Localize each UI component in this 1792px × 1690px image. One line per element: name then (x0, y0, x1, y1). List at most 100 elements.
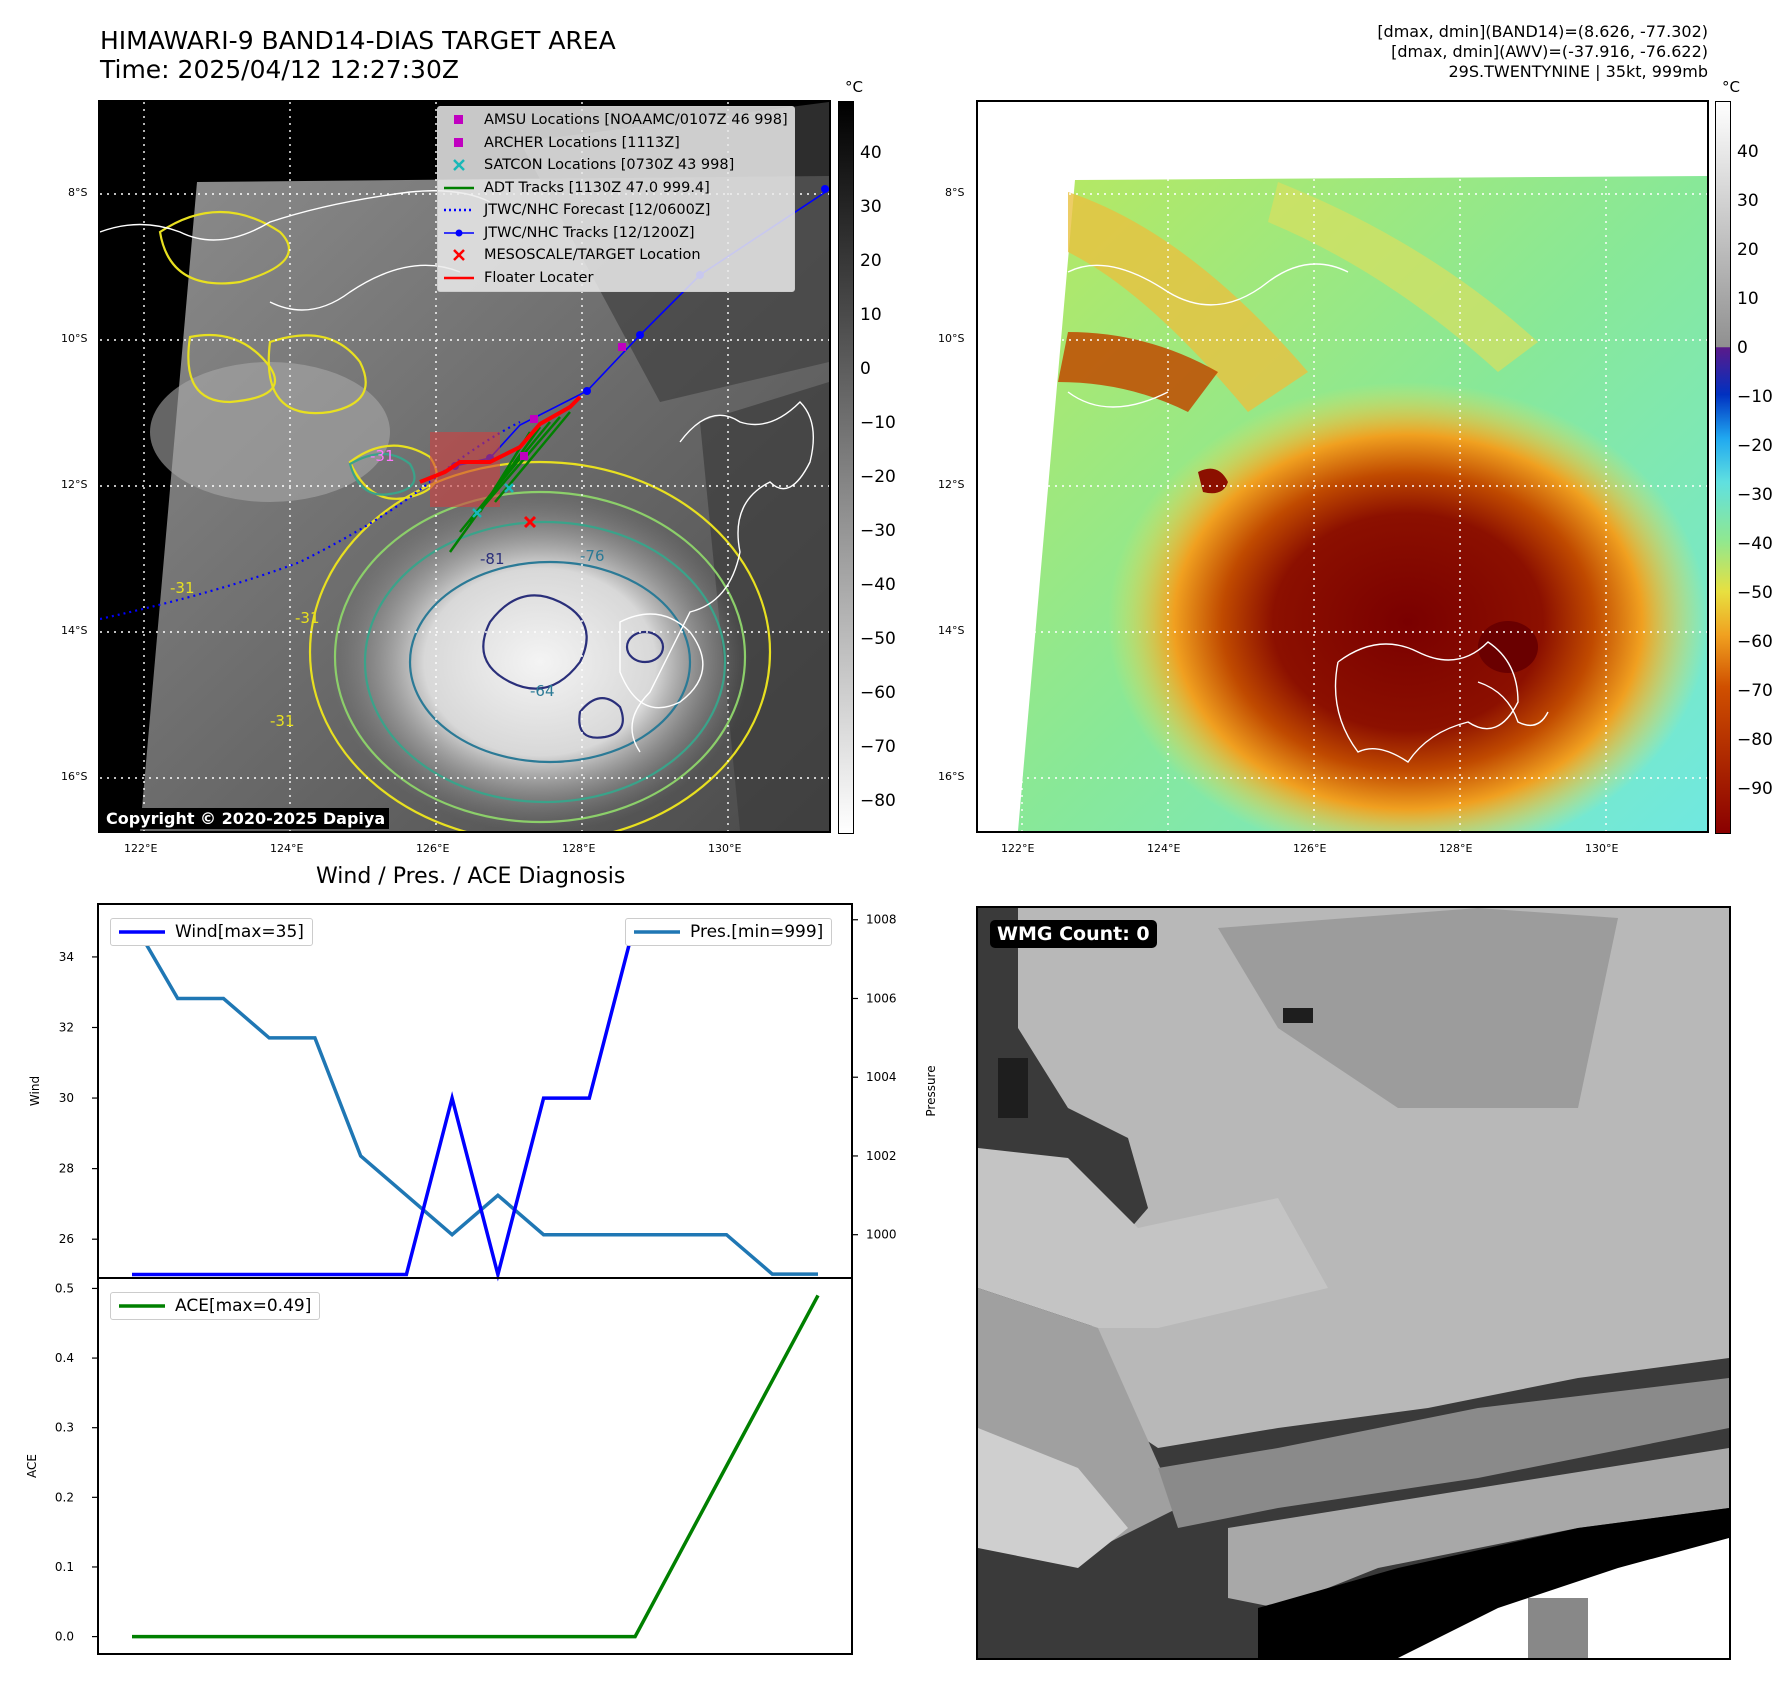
colorbar-tick: −90 (1737, 779, 1773, 799)
wind-tick-label: 30 (59, 1091, 74, 1105)
colorbar-tick: 10 (860, 305, 882, 325)
target-location-marker (523, 515, 537, 529)
ace-tick-label: 0.0 (55, 1630, 74, 1644)
figure-title: HIMAWARI-9 BAND14-DIAS TARGET AREA Time:… (100, 26, 616, 84)
floater-line-icon (444, 276, 474, 279)
amsu-archer-markers (520, 343, 626, 460)
wind-tick-label: 32 (59, 1020, 74, 1034)
contour-label: -81 (480, 550, 505, 568)
colorbar-tick: 0 (860, 359, 871, 379)
satcon-markers (472, 483, 514, 518)
forecast-line-icon (444, 209, 474, 212)
contour-label: -76 (580, 547, 605, 565)
colorbar-tick: 30 (860, 197, 882, 217)
cloud-mass (330, 492, 750, 831)
wmg-panel[interactable]: WMG Count: 0 (976, 906, 1731, 1660)
lon-label: 122°E (1001, 842, 1035, 855)
storm-info: [dmax, dmin](BAND14)=(8.626, -77.302) [d… (1377, 22, 1708, 82)
legend-entry-forecast: JTWC/NHC Forecast [12/0600Z] (444, 199, 788, 222)
wind-tick-label: 28 (59, 1162, 74, 1176)
ace-tick-label: 0.1 (55, 1560, 74, 1574)
colorbar-tick: −10 (1737, 387, 1773, 407)
amsu-marker-icon (454, 115, 463, 125)
awv-colorbar-unit: °C (1722, 78, 1740, 96)
wmg-image (978, 908, 1729, 1658)
colorbar-tick: −20 (860, 467, 896, 487)
colorbar-tick: 0 (1737, 338, 1748, 358)
info-storm: 29S.TWENTYNINE | 35kt, 999mb (1448, 62, 1709, 81)
wind-tick-label: 26 (59, 1232, 74, 1246)
info-band14: [dmax, dmin](BAND14)=(8.626, -77.302) (1377, 22, 1708, 41)
wmg-count-label: WMG Count: 0 (990, 920, 1157, 948)
adt-line-icon (444, 186, 474, 189)
colorbar-tick: −20 (1737, 436, 1773, 456)
colorbar-tick: −50 (1737, 583, 1773, 603)
lon-label: 122°E (124, 842, 158, 855)
ace-tick-label: 0.5 (55, 1281, 74, 1295)
track-line-icon (444, 229, 474, 237)
awv-colorbar (1715, 101, 1731, 834)
wind-pressure-axes: 26 28 30 32 34 1000 1002 1004 1006 1008 Wind Pressu… (28, 903, 938, 1282)
wind-legend: Wind[max=35] (110, 918, 313, 946)
lon-label: 128°E (1439, 842, 1473, 855)
colorbar-tick: 20 (1737, 240, 1759, 260)
wind-tick-label: 34 (59, 950, 74, 964)
legend-entry-jtwc-track: JTWC/NHC Tracks [12/1200Z] (444, 222, 788, 245)
floater-locater-line (419, 395, 582, 484)
pressure-series-line (130, 918, 818, 1276)
satcon-marker-icon (453, 159, 465, 172)
awv-map[interactable] (976, 100, 1709, 833)
colorbar-tick: −80 (860, 791, 896, 811)
legend-entry-adt: ADT Tracks [1130Z 47.0 999.4] (444, 177, 788, 200)
lat-label: 10°S (938, 332, 965, 345)
awv-image (978, 102, 1707, 831)
colorbar-tick: −60 (860, 683, 896, 703)
lon-label: 128°E (562, 842, 596, 855)
ace-axes: 0.0 0.1 0.2 0.3 0.4 0.5 ACE (25, 1277, 853, 1655)
colorbar-unit: °C (845, 78, 863, 96)
lon-label: 130°E (708, 842, 742, 855)
pressure-axis-label: Pressure (924, 1065, 938, 1116)
pressure-tick-label: 1004 (866, 1070, 897, 1084)
lat-label: 10°S (61, 332, 88, 345)
contour-label: -31 (295, 609, 320, 627)
legend-entry-target: MESOSCALE/TARGET Location (444, 244, 788, 267)
colorbar-tick: 40 (860, 143, 882, 163)
colorbar-tick: −40 (860, 575, 896, 595)
lat-label: 8°S (68, 186, 88, 199)
ace-axes-frame (97, 1277, 853, 1655)
pressure-tick-label: 1000 (866, 1228, 897, 1242)
band14-map[interactable]: -31 -31 -31 -31 -81 -76 -64 AMSU Locatio… (98, 100, 831, 833)
contour-label: -31 (270, 712, 295, 730)
colorbar-tick: −80 (1737, 730, 1773, 750)
info-awv: [dmax, dmin](AWV)=(-37.916, -76.622) (1391, 42, 1708, 61)
colorbar-tick: 30 (1737, 191, 1759, 211)
colorbar-tick: −70 (860, 737, 896, 757)
colorbar-tick: −30 (1737, 485, 1773, 505)
lat-label: 16°S (61, 770, 88, 783)
wind-axes-frame (97, 903, 853, 1279)
map-legend: AMSU Locations [NOAAMC/0107Z 46 998] ARC… (437, 106, 795, 292)
pressure-line-icon (634, 930, 680, 934)
pressure-tick-label: 1008 (866, 913, 897, 927)
ace-tick-label: 0.4 (55, 1351, 74, 1365)
ace-tick-label: 0.3 (55, 1421, 74, 1435)
lat-label: 16°S (938, 770, 965, 783)
lat-label: 14°S (61, 624, 88, 637)
ace-legend: ACE[max=0.49] (110, 1292, 321, 1320)
target-area-box (430, 432, 500, 507)
ace-tick-label: 0.2 (55, 1490, 74, 1504)
lon-label: 124°E (270, 842, 304, 855)
ace-axis-label: ACE (25, 1454, 39, 1478)
legend-entry-amsu: AMSU Locations [NOAAMC/0107Z 46 998] (444, 109, 788, 132)
lon-label: 130°E (1585, 842, 1619, 855)
awv-grid (978, 102, 1707, 831)
title-line-1: HIMAWARI-9 BAND14-DIAS TARGET AREA (100, 26, 616, 55)
ace-line-icon (119, 1304, 165, 1308)
contour-label: -64 (530, 682, 555, 700)
colorbar-tick: 10 (1737, 289, 1759, 309)
colorbar-tick: −30 (860, 521, 896, 541)
lon-label: 126°E (1293, 842, 1327, 855)
colorbar-tick: −60 (1737, 632, 1773, 652)
lat-label: 12°S (61, 478, 88, 491)
